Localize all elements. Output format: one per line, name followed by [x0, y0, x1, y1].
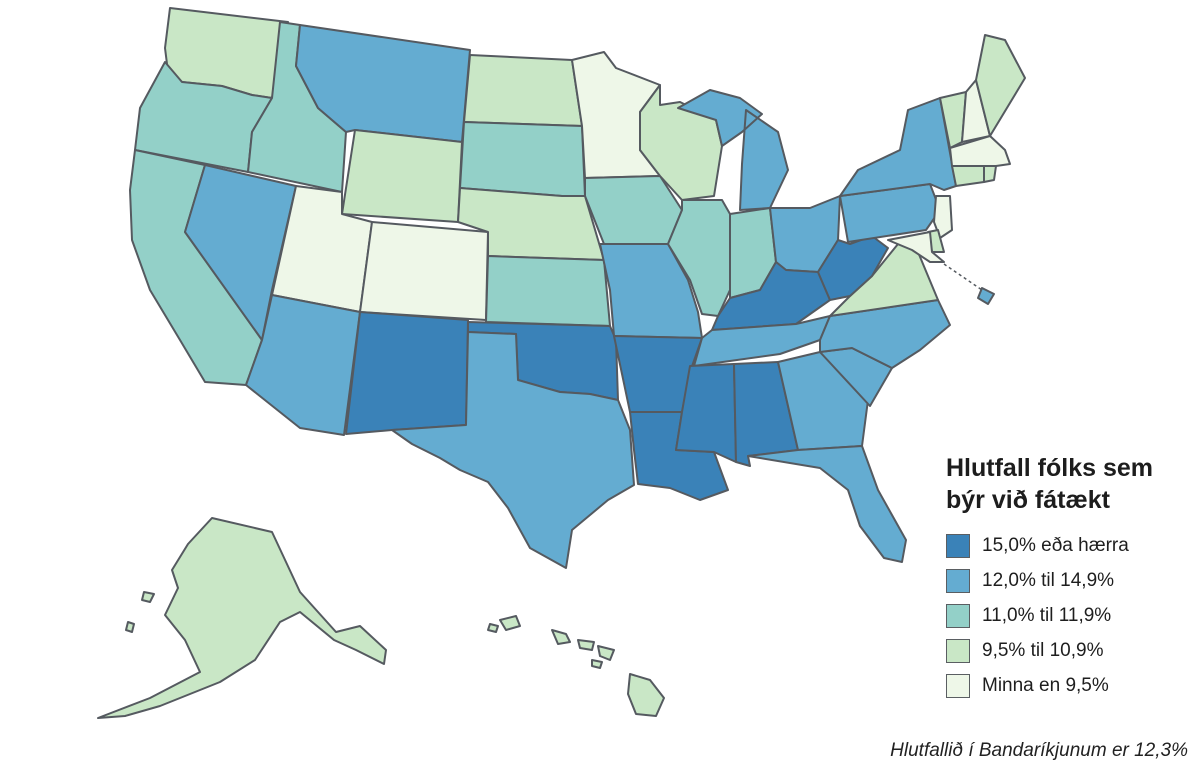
legend-label: 12,0% til 14,9%: [982, 569, 1115, 591]
state-rhode-island: [983, 165, 997, 183]
state-connecticut: [951, 165, 985, 187]
state-district-of-columbia: [977, 287, 995, 305]
legend-swatch: [946, 533, 970, 558]
hawaii-island: [597, 645, 615, 661]
legend-label: Minna en 9,5%: [982, 674, 1109, 696]
state-iowa: [584, 175, 683, 245]
legend-item: 12,0% til 14,9%: [946, 563, 1196, 598]
state-new-mexico: [345, 311, 469, 435]
legend-swatch: [946, 603, 970, 628]
legend-title: Hlutfall fólks sem býr við fátækt: [946, 452, 1196, 516]
state-maine: [975, 34, 1026, 137]
state-georgia: [777, 351, 869, 451]
state-illinois: [667, 199, 731, 317]
dc-leader-line: [943, 263, 983, 291]
hawaii-island: [591, 659, 603, 669]
state-west-virginia: [817, 235, 889, 301]
legend-item: Minna en 9,5%: [946, 668, 1196, 703]
legend-label: 11,0% til 11,9%: [982, 604, 1112, 626]
legend-label: 9,5% til 10,9%: [982, 639, 1104, 661]
state-wyoming: [341, 129, 463, 223]
state-new-jersey: [933, 195, 953, 239]
footnote: Hlutfallið í Bandaríkjunum er 12,3%: [890, 740, 1188, 761]
state-kansas: [485, 255, 611, 327]
hawaii-island: [551, 629, 571, 645]
state-florida: [747, 445, 907, 563]
legend-title-line2: býr við fátækt: [946, 486, 1110, 514]
alaska-island: [141, 591, 155, 603]
legend-title-line1: Hlutfall fólks sem: [946, 454, 1153, 482]
legend-swatch: [946, 638, 970, 663]
state-north-dakota: [463, 54, 583, 127]
legend-item: 15,0% eða hærra: [946, 528, 1196, 563]
state-south-dakota: [459, 121, 586, 197]
state-hawaii: [499, 615, 521, 631]
state-new-york: [839, 97, 957, 197]
hawaii-island: [627, 673, 665, 717]
hawaii-island: [577, 639, 595, 651]
legend-item: 11,0% til 11,9%: [946, 598, 1196, 633]
legend-label: 15,0% eða hærra: [982, 534, 1129, 556]
state-colorado: [359, 221, 489, 321]
legend-swatch: [946, 568, 970, 593]
state-alaska: [97, 517, 387, 719]
legend: Hlutfall fólks sem býr við fátækt 15,0% …: [946, 452, 1196, 703]
state-texas: [391, 331, 635, 569]
alaska-island: [125, 621, 135, 633]
hawaii-island: [487, 623, 499, 633]
state-maryland: [887, 231, 945, 263]
legend-swatch: [946, 673, 970, 698]
legend-item: 9,5% til 10,9%: [946, 633, 1196, 668]
